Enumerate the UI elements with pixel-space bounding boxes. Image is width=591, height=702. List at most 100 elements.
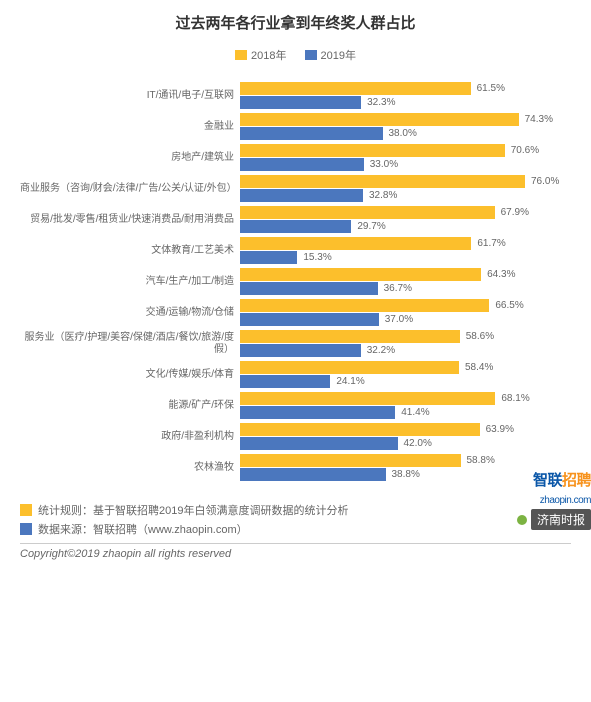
bar-value: 63.9%: [486, 424, 514, 435]
bar-value: 61.5%: [477, 83, 505, 94]
bar-s2018: 68.1%: [240, 392, 571, 405]
chart-row: 服务业（医疗/护理/美容/保健/酒店/餐饮/旅游/度假）58.6%32.2%: [20, 329, 571, 358]
bar-value: 36.7%: [384, 283, 412, 294]
bar-value: 64.3%: [487, 269, 515, 280]
source-swatch: [20, 523, 32, 535]
bar-value: 32.2%: [367, 345, 395, 356]
bar-rect: [240, 361, 459, 374]
legend-item-2019: 2019年: [305, 47, 356, 63]
brand-logo: 智联招聘 zhaopin.com: [515, 469, 591, 507]
rule-swatch: [20, 504, 32, 516]
chart-row: 农林渔牧58.8%38.8%: [20, 453, 571, 482]
bar-area: 66.5% 37.0%: [240, 298, 571, 327]
bar-s2019: 37.0%: [240, 313, 571, 326]
bar-value: 42.0%: [404, 438, 432, 449]
bar-s2019: 32.8%: [240, 189, 571, 202]
bar-rect: [240, 96, 361, 109]
bar-rect: [240, 220, 351, 233]
bar-area: 63.9% 42.0%: [240, 422, 571, 451]
bar-value: 70.6%: [511, 145, 539, 156]
bar-area: 61.5% 32.3%: [240, 81, 571, 110]
bar-value: 32.3%: [367, 97, 395, 108]
bar-rect: [240, 144, 505, 157]
bar-s2019: 32.3%: [240, 96, 571, 109]
category-label: 商业服务（咨询/财会/法律/广告/公关/认证/外包）: [20, 183, 240, 195]
category-label: 政府/非盈利机构: [20, 431, 240, 443]
copyright-text: Copyright©2019 zhaopin all rights reserv…: [20, 548, 571, 560]
bar-rect: [240, 454, 461, 467]
chart-container: 过去两年各行业拿到年终奖人群占比 2018年 2019年 IT/通讯/电子/互联…: [0, 0, 591, 570]
bar-rect: [240, 468, 386, 481]
bar-area: 68.1% 41.4%: [240, 391, 571, 420]
bar-rect: [240, 82, 471, 95]
brand-cn-suffix: 招聘: [562, 472, 591, 489]
bar-chart: IT/通讯/电子/互联网 61.5% 32.3% 金融业 74.3% 38.0% 房地产/建…: [20, 81, 571, 482]
bar-value: 68.1%: [501, 393, 529, 404]
bar-area: 58.4%24.1%: [240, 360, 571, 389]
bar-rect: [240, 375, 330, 388]
chart-row: 文化/传媒/娱乐/体育58.4%24.1%: [20, 360, 571, 389]
bar-area: 76.0% 32.8%: [240, 174, 571, 203]
brand-cn-prefix: 智联: [533, 472, 562, 489]
sub-watermark-wrap: 济南时报: [515, 511, 591, 530]
bar-s2018: 74.3%: [240, 113, 571, 126]
bar-s2018: 58.8%: [240, 454, 571, 467]
bar-area: 61.7% 15.3%: [240, 236, 571, 265]
bar-value: 67.9%: [501, 207, 529, 218]
bar-rect: [240, 406, 395, 419]
bar-value: 61.7%: [477, 238, 505, 249]
bar-value: 76.0%: [531, 176, 559, 187]
bar-area: 58.6% 32.2%: [240, 329, 571, 358]
bar-value: 37.0%: [385, 314, 413, 325]
category-label: 文体教育/工艺美术: [20, 245, 240, 257]
footer: 统计规则：基于智联招聘2019年白领满意度调研数据的统计分析 数据来源：智联招聘…: [20, 502, 571, 560]
bar-value: 38.0%: [389, 128, 417, 139]
chart-row: 文体教育/工艺美术 61.7% 15.3%: [20, 236, 571, 265]
chart-row: 贸易/批发/零售/租赁业/快速消费品/耐用消费品67.9%29.7%: [20, 205, 571, 234]
legend-label-2018: 2018年: [251, 47, 286, 63]
bar-s2018: 58.6%: [240, 330, 571, 343]
chart-row: 交通/运输/物流/仓储66.5%37.0%: [20, 298, 571, 327]
chart-row: 金融业 74.3% 38.0%: [20, 112, 571, 141]
bar-s2019: 29.7%: [240, 220, 571, 233]
bar-rect: [240, 206, 495, 219]
bar-value: 32.8%: [369, 190, 397, 201]
bar-area: 70.6%33.0%: [240, 143, 571, 172]
bar-value: 41.4%: [401, 407, 429, 418]
bar-rect: [240, 423, 480, 436]
category-label: 金融业: [20, 121, 240, 133]
bar-rect: [240, 237, 471, 250]
bar-area: 74.3% 38.0%: [240, 112, 571, 141]
bar-s2019: 24.1%: [240, 375, 571, 388]
bar-rect: [240, 299, 489, 312]
chart-row: 汽车/生产/加工/制造 64.3% 36.7%: [20, 267, 571, 296]
bar-s2018: 63.9%: [240, 423, 571, 436]
stat-rule-text: 统计规则：基于智联招聘2019年白领满意度调研数据的统计分析: [38, 502, 348, 518]
bar-rect: [240, 392, 495, 405]
bar-value: 74.3%: [525, 114, 553, 125]
bar-s2018: 70.6%: [240, 144, 571, 157]
bar-s2019: 41.4%: [240, 406, 571, 419]
category-label: 房地产/建筑业: [20, 152, 240, 164]
category-label: 能源/矿产/环保: [20, 400, 240, 412]
category-label: 汽车/生产/加工/制造: [20, 276, 240, 288]
bar-rect: [240, 313, 379, 326]
bar-rect: [240, 251, 297, 264]
bar-s2019: 15.3%: [240, 251, 571, 264]
bar-s2018: 61.7%: [240, 237, 571, 250]
bar-s2018: 76.0%: [240, 175, 571, 188]
data-source-text: 数据来源：智联招聘（www.zhaopin.com）: [38, 521, 248, 537]
legend-item-2018: 2018年: [235, 47, 286, 63]
category-label: 文化/传媒/娱乐/体育: [20, 369, 240, 381]
category-label: IT/通讯/电子/互联网: [20, 90, 240, 102]
bar-s2018: 67.9%: [240, 206, 571, 219]
bar-value: 66.5%: [495, 300, 523, 311]
bar-rect: [240, 158, 364, 171]
legend: 2018年 2019年: [20, 47, 571, 63]
bar-rect: [240, 113, 519, 126]
bar-s2019: 32.2%: [240, 344, 571, 357]
chart-row: 政府/非盈利机构 63.9% 42.0%: [20, 422, 571, 451]
bar-s2019: 38.0%: [240, 127, 571, 140]
watermark: 智联招聘 zhaopin.com 济南时报: [515, 469, 591, 530]
category-label: 农林渔牧: [20, 462, 240, 474]
